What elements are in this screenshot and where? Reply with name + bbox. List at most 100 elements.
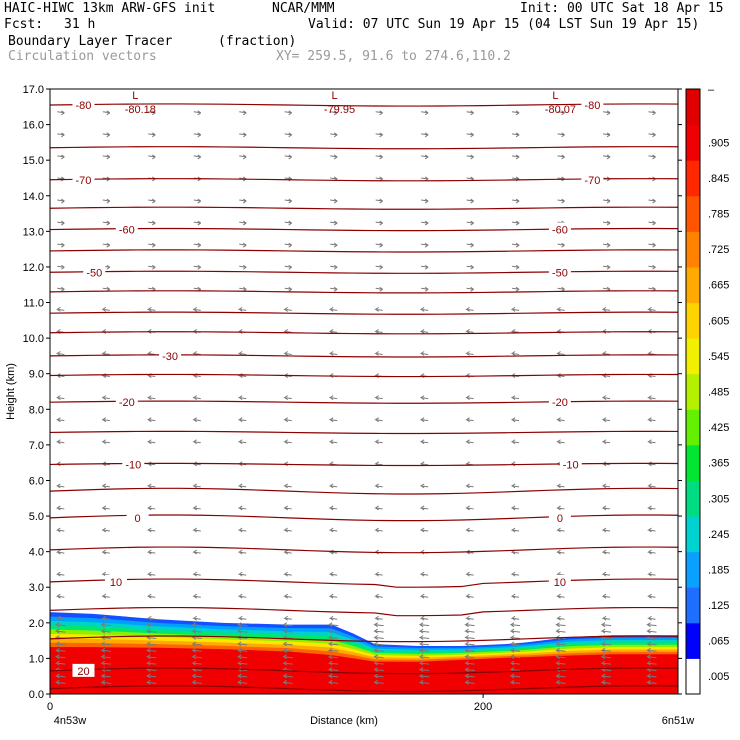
colorbar-swatch — [686, 89, 700, 126]
y-tick-label: 13.0 — [23, 226, 44, 238]
wind-vector — [601, 549, 611, 555]
wind-vector — [421, 198, 429, 204]
wind-vector — [57, 154, 65, 160]
wind-vector — [239, 198, 247, 204]
isotherm-label-bg — [115, 395, 138, 409]
wind-vector — [510, 306, 520, 312]
wind-vector — [373, 635, 384, 640]
wind-vector — [236, 654, 248, 660]
wind-vector — [600, 679, 612, 685]
valid-time: Valid: 07 UTC Sun 19 Apr 15 (04 LST Sun … — [308, 17, 700, 32]
wind-vector — [557, 110, 565, 116]
wind-vector — [648, 264, 656, 270]
wind-vector — [192, 549, 201, 555]
wind-vector — [327, 641, 339, 647]
wind-vector — [237, 593, 247, 599]
wind-vector — [646, 647, 657, 653]
wind-vector — [54, 647, 66, 653]
wind-vector — [330, 132, 338, 138]
wind-vector — [465, 395, 474, 401]
wind-vector — [373, 641, 384, 647]
isotherm-line — [49, 311, 679, 315]
wind-vector — [237, 417, 247, 423]
wind-vector — [601, 439, 611, 445]
wind-vector — [101, 483, 110, 489]
wind-vector — [148, 154, 156, 160]
wind-vector — [647, 306, 656, 312]
wind-vector — [555, 647, 566, 653]
wind-vector — [101, 417, 110, 423]
wind-vector — [374, 351, 383, 356]
colorbar-label: .785 — [708, 209, 729, 221]
wind-vector — [555, 628, 566, 634]
wind-vector — [556, 417, 565, 423]
wind-vector — [556, 439, 565, 445]
wind-vector — [148, 264, 156, 270]
isotherm-label: -20 — [552, 397, 568, 409]
wind-vector — [330, 110, 338, 116]
y-axis: 0.0 1.0 2.0 3.0 4.0 5.0 6.0 7.0 8.0 9.0 10.0 11.0 12… — [5, 84, 682, 701]
wind-vector — [54, 654, 66, 660]
wind-vector — [328, 505, 338, 511]
wind-vector — [647, 527, 656, 533]
wind-vector — [145, 654, 157, 660]
wind-vector — [601, 615, 611, 621]
wind-vector — [283, 483, 292, 489]
vector-label: Circulation vectors — [8, 49, 157, 64]
y-tick-label: 17.0 — [23, 84, 44, 96]
wind-vector — [509, 654, 521, 660]
isotherm-label-bg — [548, 222, 571, 236]
x-tick-label: 200 — [474, 701, 492, 713]
isotherm-line — [49, 178, 679, 182]
colorbar-swatch — [686, 480, 700, 517]
wind-vector — [373, 654, 384, 660]
wind-vector — [192, 615, 201, 621]
wind-vector — [55, 571, 65, 577]
wind-vector — [418, 679, 430, 685]
wind-vector — [375, 198, 383, 204]
wind-vector — [145, 647, 157, 653]
y-tick-label: 5.0 — [29, 511, 44, 523]
wind-vector — [375, 132, 383, 138]
wind-vector — [418, 660, 430, 666]
wind-vector — [646, 679, 657, 685]
colorbar-swatch — [686, 231, 700, 268]
wind-vector — [555, 622, 566, 628]
wind-vector — [328, 549, 338, 555]
y-tick-label: 12.0 — [23, 262, 44, 274]
colorbar-swatch — [686, 409, 700, 446]
isotherm-label-bg — [72, 98, 95, 112]
isotherm-line — [49, 103, 679, 107]
colorbar-label: .365 — [708, 458, 729, 470]
y-tick-label: 16.0 — [23, 120, 44, 132]
wind-vector — [55, 306, 65, 312]
y-tick-label: 10.0 — [23, 333, 44, 345]
wind-vector — [512, 264, 520, 270]
wind-vector — [646, 654, 657, 660]
low-marker: L — [132, 90, 138, 102]
wind-vector — [602, 264, 611, 270]
isotherm-label: -30 — [162, 351, 178, 363]
wind-vector — [373, 647, 384, 653]
wind-vector — [602, 154, 611, 160]
y-tick-label: 0.0 — [29, 689, 44, 701]
wind-vector — [510, 527, 520, 533]
wind-vector — [419, 417, 429, 423]
wind-vector — [192, 439, 201, 445]
wind-vector — [510, 395, 520, 401]
wind-vector — [373, 679, 384, 685]
isotherm-label-bg — [548, 510, 571, 524]
wind-vector — [647, 549, 656, 555]
wind-vector — [647, 571, 656, 577]
wind-vector — [193, 264, 202, 270]
isotherm-line — [49, 400, 679, 404]
wind-vector — [465, 593, 474, 599]
wind-vector — [373, 673, 384, 679]
wind-vector — [193, 220, 202, 226]
isotherm-label: 10 — [110, 577, 122, 589]
colorbar-label: .905 — [708, 137, 729, 149]
wind-vector — [646, 641, 657, 647]
wind-vector — [419, 351, 429, 356]
wind-vector — [145, 628, 157, 634]
wind-vector — [418, 667, 430, 672]
